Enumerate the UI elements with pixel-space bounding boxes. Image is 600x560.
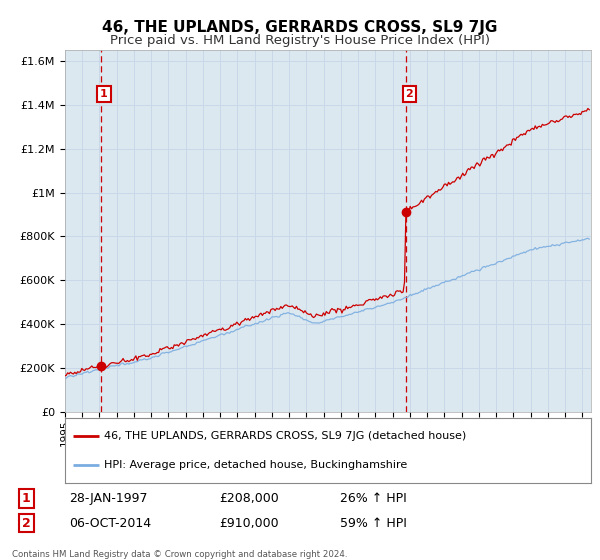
Text: 28-JAN-1997: 28-JAN-1997 [70, 492, 148, 505]
Text: 1: 1 [22, 492, 31, 505]
Text: 2: 2 [22, 516, 31, 530]
Text: 46, THE UPLANDS, GERRARDS CROSS, SL9 7JG: 46, THE UPLANDS, GERRARDS CROSS, SL9 7JG [103, 20, 497, 35]
Text: Price paid vs. HM Land Registry's House Price Index (HPI): Price paid vs. HM Land Registry's House … [110, 34, 490, 46]
Text: 2: 2 [405, 89, 413, 99]
Text: 06-OCT-2014: 06-OCT-2014 [70, 516, 152, 530]
Text: 46, THE UPLANDS, GERRARDS CROSS, SL9 7JG (detached house): 46, THE UPLANDS, GERRARDS CROSS, SL9 7JG… [104, 431, 467, 441]
Text: £208,000: £208,000 [220, 492, 279, 505]
Text: £910,000: £910,000 [220, 516, 279, 530]
Text: 59% ↑ HPI: 59% ↑ HPI [340, 516, 407, 530]
Text: 26% ↑ HPI: 26% ↑ HPI [340, 492, 407, 505]
Text: Contains HM Land Registry data © Crown copyright and database right 2024.
This d: Contains HM Land Registry data © Crown c… [12, 550, 347, 560]
Text: 1: 1 [100, 89, 108, 99]
Text: HPI: Average price, detached house, Buckinghamshire: HPI: Average price, detached house, Buck… [104, 460, 407, 470]
